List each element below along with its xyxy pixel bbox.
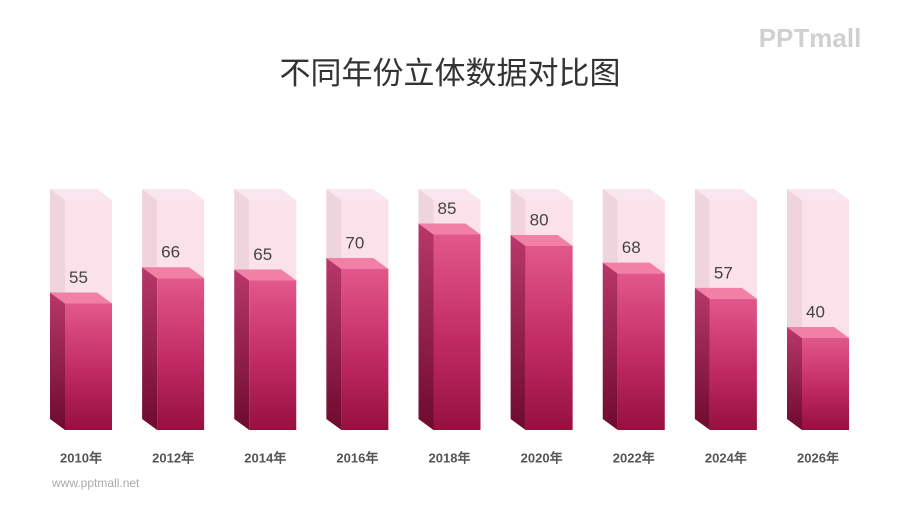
bar	[157, 278, 205, 430]
value-label: 80	[530, 210, 549, 229]
container-top	[602, 189, 665, 200]
bar	[341, 269, 389, 430]
container-top	[234, 189, 297, 200]
bar-top	[602, 262, 665, 274]
x-tick-label: 2024年	[705, 450, 747, 465]
bar-top	[326, 258, 389, 269]
container-top	[510, 189, 573, 200]
bar-side	[326, 258, 342, 430]
x-tick-label: 2022年	[613, 450, 655, 465]
bar-top	[234, 269, 297, 281]
bar-side	[510, 235, 526, 430]
value-label: 55	[69, 268, 88, 287]
bar-top	[418, 223, 481, 235]
container-top	[142, 189, 205, 200]
value-label: 57	[714, 263, 733, 282]
container-top	[326, 189, 389, 200]
x-tick-label: 2014年	[244, 450, 286, 465]
value-label: 70	[345, 233, 364, 252]
bar	[433, 234, 481, 430]
x-tick-label: 2012年	[152, 450, 194, 465]
bar	[249, 280, 297, 430]
x-tick-label: 2010年	[60, 450, 102, 465]
logo: PPTmall	[759, 23, 862, 53]
bar-top	[142, 267, 205, 279]
value-label: 68	[622, 238, 641, 257]
value-label: 66	[161, 243, 180, 262]
container-top	[418, 189, 481, 200]
bar	[802, 338, 849, 430]
bar-top	[510, 235, 573, 246]
bar-top	[694, 287, 757, 299]
container-top	[787, 189, 849, 200]
chart-title: 不同年份立体数据对比图	[280, 56, 621, 91]
bar-side	[694, 287, 710, 430]
bar	[617, 273, 665, 430]
container-top	[694, 189, 757, 200]
bar-top	[50, 292, 112, 304]
x-tick-label: 2020年	[521, 450, 563, 465]
value-label: 40	[806, 302, 825, 321]
x-tick-label: 2016年	[336, 450, 378, 465]
bar-side	[787, 327, 802, 430]
bar-side	[418, 223, 434, 430]
bar-side	[50, 292, 65, 430]
bar-side	[602, 262, 618, 430]
footer-url: www.pptmall.net	[51, 476, 140, 490]
x-tick-label: 2018年	[429, 450, 471, 465]
bar	[65, 303, 112, 430]
x-tick-label: 2026年	[797, 450, 839, 465]
bar-side	[234, 269, 250, 430]
value-label: 65	[253, 245, 272, 264]
bar	[525, 246, 573, 430]
bar-side	[142, 267, 158, 430]
container-top	[50, 189, 112, 200]
value-label: 85	[438, 199, 457, 218]
bar-top	[787, 327, 849, 338]
bar	[709, 298, 757, 430]
